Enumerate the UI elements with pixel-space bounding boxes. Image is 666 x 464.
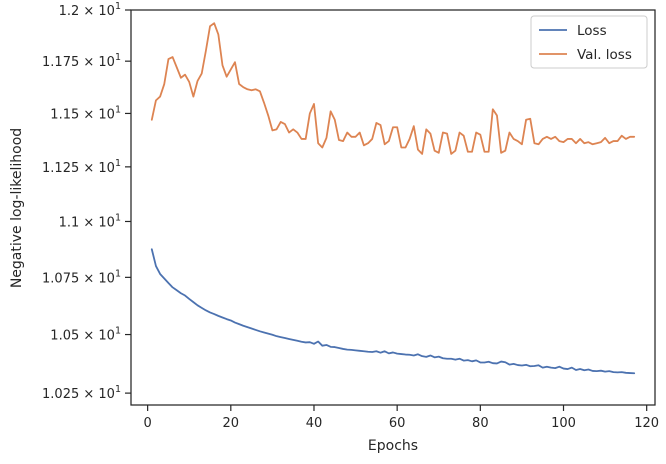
y-tick-label: 1.025 × 101 [42, 384, 121, 402]
legend: Loss Val. loss [530, 15, 648, 69]
x-tick-label: 60 [389, 416, 406, 431]
plot-area [131, 10, 655, 405]
x-axis: 0 20 40 60 80 100 120 [143, 405, 659, 431]
y-tick-label: 1.05 × 101 [50, 326, 121, 344]
legend-label: Val. loss [577, 47, 632, 63]
plot-frame [130, 9, 656, 406]
y-tick-label: 1.125 × 101 [42, 158, 121, 176]
legend-frame [530, 15, 648, 69]
y-tick-label: 1.1 × 101 [59, 212, 121, 230]
x-tick-label: 40 [306, 416, 323, 431]
series-line-loss [150, 248, 636, 375]
y-tick-label: 1.075 × 101 [42, 268, 121, 286]
x-tick-label: 80 [472, 416, 489, 431]
y-axis: 1.025 × 101 1.05 × 101 1.075 × 101 1.1 × 10… [42, 1, 131, 402]
y-tick-label: 1.175 × 101 [42, 52, 121, 70]
y-tick-label: 1.15 × 101 [50, 104, 121, 122]
series-line-val-loss [150, 22, 636, 155]
legend-label: Loss [577, 23, 607, 39]
x-tick-label: 120 [634, 416, 659, 431]
x-tick-label: 0 [143, 416, 151, 431]
x-tick-label: 20 [223, 416, 240, 431]
x-tick-label: 100 [551, 416, 576, 431]
series-layer [150, 22, 636, 375]
y-tick-label: 1.2 × 101 [59, 1, 121, 19]
y-axis-label: Negative log-likelihood [9, 128, 25, 288]
x-axis-label: Epochs [368, 438, 418, 454]
